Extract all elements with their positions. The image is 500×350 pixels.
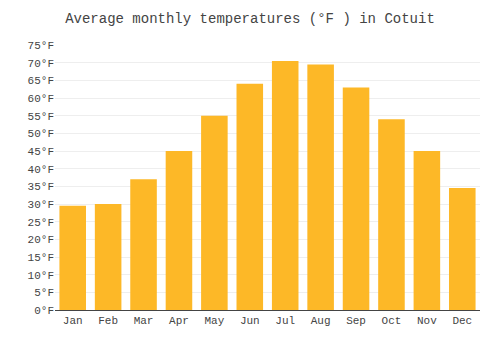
svg-text:Apr: Apr xyxy=(169,315,189,327)
svg-text:Dec: Dec xyxy=(452,315,472,327)
svg-text:20°F: 20°F xyxy=(28,234,54,246)
svg-text:55°F: 55°F xyxy=(28,111,54,123)
svg-text:70°F: 70°F xyxy=(28,58,54,70)
svg-text:30°F: 30°F xyxy=(28,199,54,211)
svg-text:May: May xyxy=(204,315,224,327)
svg-text:35°F: 35°F xyxy=(28,181,54,193)
svg-text:Jun: Jun xyxy=(240,315,260,327)
svg-text:75°F: 75°F xyxy=(28,40,54,52)
svg-text:10°F: 10°F xyxy=(28,270,54,282)
svg-text:45°F: 45°F xyxy=(28,146,54,158)
svg-text:0°F: 0°F xyxy=(34,305,54,317)
svg-text:25°F: 25°F xyxy=(28,217,54,229)
svg-text:Jul: Jul xyxy=(275,315,295,327)
svg-text:Nov: Nov xyxy=(417,315,437,327)
svg-text:60°F: 60°F xyxy=(28,93,54,105)
svg-text:Feb: Feb xyxy=(98,315,118,327)
svg-text:Average monthly temperatures (: Average monthly temperatures (°F ) in Co… xyxy=(65,11,435,27)
svg-text:Jan: Jan xyxy=(63,315,83,327)
svg-text:50°F: 50°F xyxy=(28,128,54,140)
svg-text:65°F: 65°F xyxy=(28,75,54,87)
svg-text:Aug: Aug xyxy=(311,315,331,327)
svg-text:40°F: 40°F xyxy=(28,164,54,176)
svg-text:Mar: Mar xyxy=(134,315,154,327)
svg-text:15°F: 15°F xyxy=(28,252,54,264)
svg-text:Sep: Sep xyxy=(346,315,366,327)
svg-text:Oct: Oct xyxy=(382,315,402,327)
svg-text:5°F: 5°F xyxy=(34,287,54,299)
